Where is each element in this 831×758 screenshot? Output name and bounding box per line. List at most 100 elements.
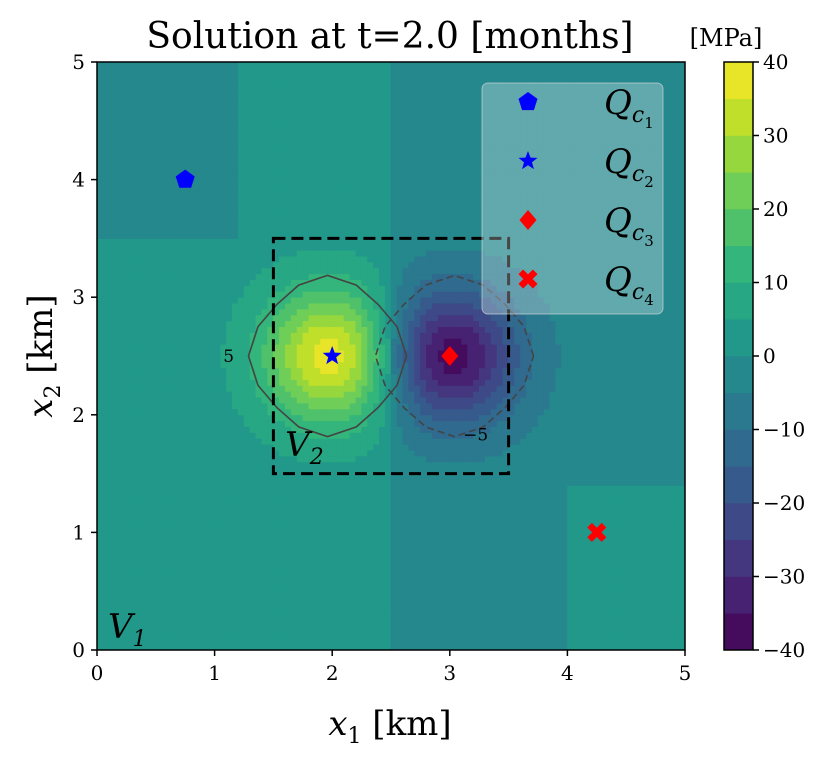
field-cell	[214, 355, 221, 363]
field-cell	[161, 161, 168, 169]
field-cell	[108, 526, 116, 533]
field-cell	[284, 138, 292, 145]
field-cell	[179, 344, 186, 351]
field-cell	[326, 155, 333, 163]
field-cell	[296, 338, 304, 345]
field-cell	[343, 91, 351, 98]
field-cell	[179, 502, 186, 510]
field-cell	[208, 567, 215, 574]
field-cell	[384, 97, 392, 104]
field-cell	[367, 638, 374, 645]
field-cell	[243, 67, 251, 75]
field-cell	[367, 255, 374, 263]
field-cell	[296, 643, 304, 650]
field-cell	[126, 349, 133, 357]
field-cell	[126, 185, 133, 192]
field-cell	[320, 391, 327, 398]
field-cell	[190, 344, 198, 351]
field-cell	[361, 420, 368, 427]
field-cell	[367, 396, 374, 404]
field-cell	[173, 361, 180, 369]
field-cell	[202, 579, 210, 586]
field-cell	[120, 502, 127, 510]
field-cell	[190, 191, 198, 198]
field-cell	[208, 455, 215, 463]
field-cell	[332, 91, 339, 98]
field-cell	[232, 379, 239, 386]
field-cell	[308, 479, 315, 486]
field-cell	[284, 573, 292, 580]
field-cell	[97, 85, 104, 92]
field-cell	[243, 208, 251, 216]
field-cell	[314, 608, 321, 616]
field-cell	[308, 626, 315, 633]
field-cell	[120, 573, 127, 580]
field-cell	[302, 391, 310, 398]
field-cell	[149, 573, 157, 580]
field-cell	[232, 461, 239, 469]
field-cell	[332, 543, 339, 551]
field-cell	[332, 538, 339, 545]
field-cell	[302, 579, 310, 586]
field-cell	[379, 567, 386, 574]
field-cell	[232, 385, 239, 392]
field-cell	[261, 538, 268, 545]
field-cell	[290, 638, 298, 645]
field-cell	[349, 332, 357, 339]
field-cell	[185, 491, 192, 498]
field-cell	[226, 126, 233, 133]
field-cell	[214, 62, 221, 69]
field-cell	[137, 449, 145, 457]
field-cell	[267, 138, 274, 145]
field-cell	[314, 585, 321, 592]
field-cell	[279, 150, 286, 157]
field-cell	[337, 314, 345, 322]
field-cell	[326, 126, 333, 133]
field-cell	[143, 314, 151, 322]
field-cell	[249, 608, 257, 616]
field-cell	[102, 114, 110, 122]
field-cell	[155, 232, 163, 239]
field-cell	[149, 173, 157, 180]
field-cell	[97, 538, 104, 545]
field-cell	[155, 161, 163, 169]
field-cell	[249, 185, 257, 192]
field-cell	[379, 285, 386, 292]
field-cell	[314, 432, 321, 439]
field-cell	[273, 496, 280, 504]
field-cell	[290, 267, 298, 275]
field-cell	[355, 220, 362, 228]
field-cell	[290, 620, 298, 627]
field-cell	[132, 520, 139, 527]
field-cell	[190, 461, 198, 469]
field-cell	[332, 485, 339, 492]
field-cell	[243, 114, 251, 122]
field-cell	[155, 549, 163, 557]
field-cell	[302, 455, 310, 463]
field-cell	[320, 538, 327, 545]
field-cell	[379, 432, 386, 439]
field-cell	[355, 473, 362, 480]
field-cell	[261, 561, 268, 569]
field-cell	[296, 543, 304, 551]
field-cell	[384, 496, 392, 504]
field-cell	[179, 314, 186, 322]
field-cell	[261, 285, 268, 292]
field-cell	[261, 73, 268, 81]
field-cell	[208, 167, 215, 175]
field-cell	[308, 449, 315, 457]
field-cell	[355, 461, 362, 469]
field-cell	[255, 632, 263, 639]
field-cell	[379, 543, 386, 551]
field-cell	[102, 85, 110, 92]
field-cell	[232, 132, 239, 139]
field-cell	[267, 555, 274, 563]
field-cell	[220, 155, 227, 163]
field-cell	[149, 473, 157, 480]
field-cell	[190, 455, 198, 463]
field-cell	[279, 173, 286, 180]
field-cell	[220, 238, 227, 245]
field-cell	[155, 267, 163, 275]
field-cell	[379, 420, 386, 427]
field-cell	[261, 485, 268, 492]
